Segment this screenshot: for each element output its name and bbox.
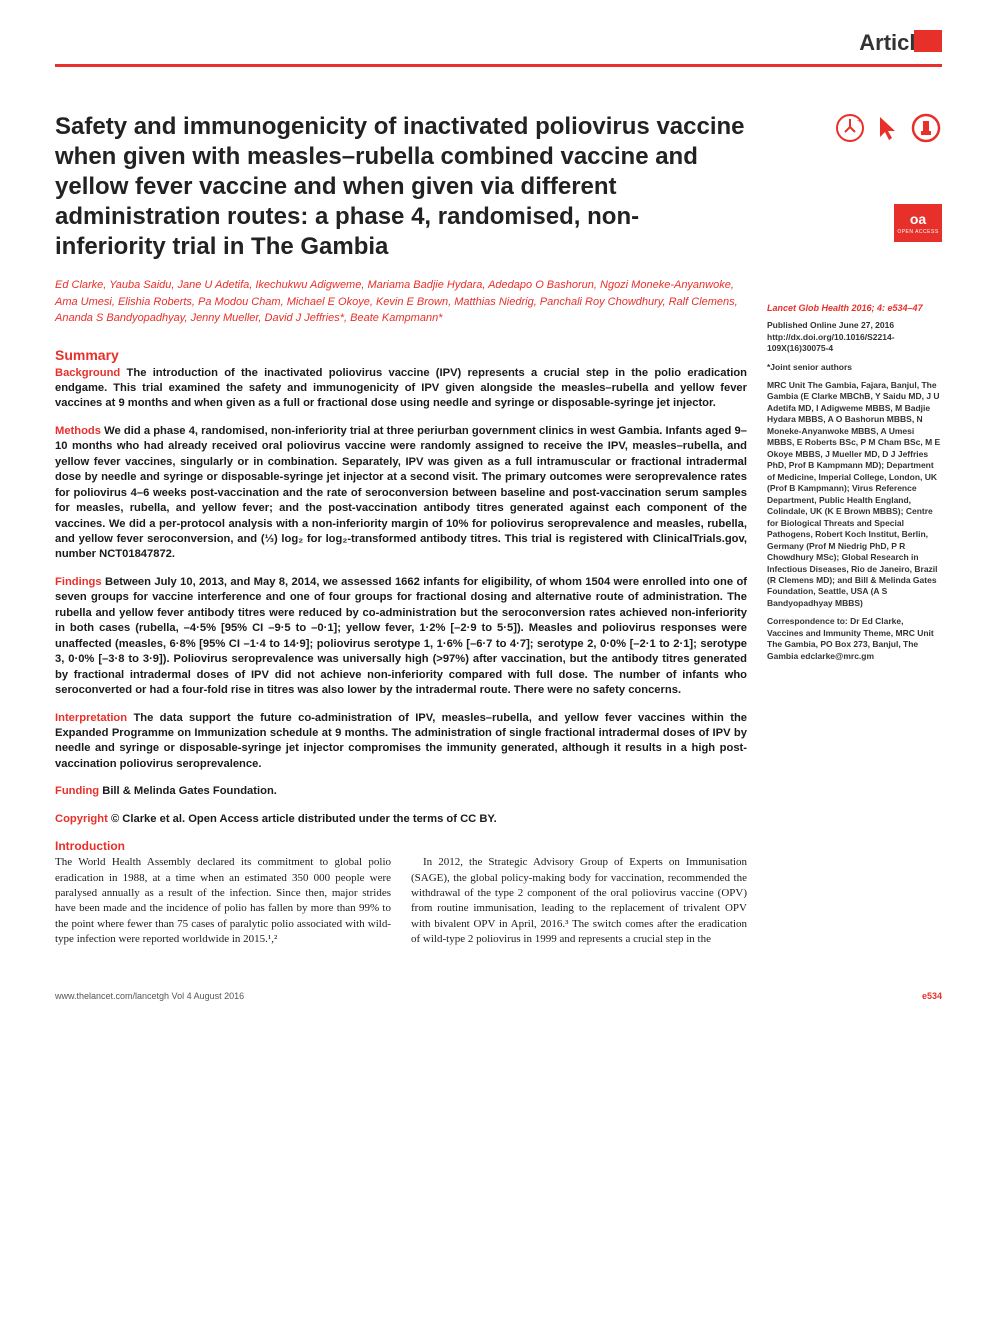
joint-authors-note: *Joint senior authors xyxy=(767,362,942,373)
abstract-label-methods: Methods xyxy=(55,425,101,437)
abstract-background: Background The introduction of the inact… xyxy=(55,366,747,412)
page-number: e534 xyxy=(922,991,942,1001)
abstract-text-findings: Between July 10, 2013, and May 8, 2014, … xyxy=(55,576,747,696)
summary-heading: Summary xyxy=(55,347,747,363)
introduction-heading: Introduction xyxy=(55,839,747,853)
svg-text:+: + xyxy=(857,116,862,125)
abstract-text-methods: We did a phase 4, randomised, non-inferi… xyxy=(55,425,747,561)
section-label: Articles xyxy=(55,30,942,56)
abstract-label-background: Background xyxy=(55,367,120,379)
abstract-label-findings: Findings xyxy=(55,576,102,588)
online-icon[interactable]: + xyxy=(834,112,866,144)
abstract-label-interpretation: Interpretation xyxy=(55,712,127,724)
body-columns: The World Health Assembly declared its c… xyxy=(55,855,747,947)
abstract-text-funding: Bill & Melinda Gates Foundation. xyxy=(102,785,277,797)
header-accent-bar xyxy=(914,30,942,52)
page-footer: www.thelancet.com/lancetgh Vol 4 August … xyxy=(55,983,942,1001)
abstract-interpretation: Interpretation The data support the futu… xyxy=(55,711,747,773)
correspondence: Correspondence to: Dr Ed Clarke, Vaccine… xyxy=(767,616,942,662)
oa-badge-sub: OPEN ACCESS xyxy=(897,229,938,236)
abstract-findings: Findings Between July 10, 2013, and May … xyxy=(55,575,747,699)
published-online: Published Online June 27, 2016 http://dx… xyxy=(767,320,942,354)
cursor-icon[interactable] xyxy=(872,112,904,144)
intro-paragraph-1: The World Health Assembly declared its c… xyxy=(55,855,391,947)
article-title: Safety and immunogenicity of inactivated… xyxy=(55,112,747,262)
horizontal-rule xyxy=(55,64,942,67)
affiliations: MRC Unit The Gambia, Fajara, Banjul, The… xyxy=(767,380,942,609)
abstract-text-copyright: © Clarke et al. Open Access article dist… xyxy=(111,813,497,825)
header-icons: + xyxy=(767,112,942,144)
abstract-methods: Methods We did a phase 4, randomised, no… xyxy=(55,424,747,563)
oa-badge-main: oa xyxy=(910,210,926,229)
intro-paragraph-2: In 2012, the Strategic Advisory Group of… xyxy=(411,855,747,947)
footer-left: www.thelancet.com/lancetgh Vol 4 August … xyxy=(55,991,244,1001)
main-column: Safety and immunogenicity of inactivated… xyxy=(55,112,747,948)
abstract-copyright: Copyright © Clarke et al. Open Access ar… xyxy=(55,812,747,827)
abstract-label-funding: Funding xyxy=(55,785,99,797)
abstract-funding: Funding Bill & Melinda Gates Foundation. xyxy=(55,784,747,799)
sidebar: + oa OPEN ACCESS Lancet Glob Health 2016… xyxy=(767,112,942,948)
open-access-badge: oa OPEN ACCESS xyxy=(894,204,942,242)
abstract-text-interpretation: The data support the future co-administr… xyxy=(55,712,747,770)
crossmark-icon[interactable] xyxy=(910,112,942,144)
author-list: Ed Clarke, Yauba Saidu, Jane U Adetifa, … xyxy=(55,277,747,327)
abstract-label-copyright: Copyright xyxy=(55,813,108,825)
journal-reference: Lancet Glob Health 2016; 4: e534–47 xyxy=(767,302,942,314)
abstract-text-background: The introduction of the inactivated poli… xyxy=(55,367,747,410)
